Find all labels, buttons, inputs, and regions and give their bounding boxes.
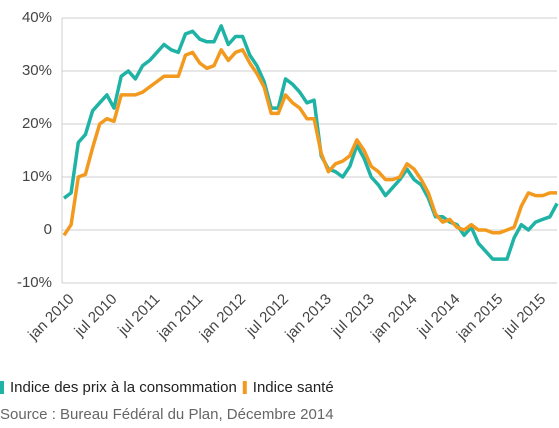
- x-tick-label: jan 2012: [196, 291, 249, 344]
- y-tick-label: 40%: [22, 9, 52, 26]
- y-tick-label: 10%: [22, 168, 52, 185]
- y-tick-label: 20%: [22, 115, 52, 132]
- x-tick-label: jul 2010: [71, 291, 121, 341]
- x-tick-label: jan 2011: [154, 291, 207, 344]
- x-tick-label: jan 2014: [367, 291, 420, 344]
- y-tick-label: 30%: [22, 62, 52, 79]
- x-tick-label: jul 2015: [499, 291, 549, 341]
- y-tick-label: -10%: [17, 274, 52, 291]
- y-tick-label: 0: [44, 221, 52, 238]
- legend-label: Indice des prix à la consommation: [10, 379, 237, 396]
- legend-label: Indice santé: [253, 379, 334, 396]
- x-tick-label: jan 2015: [453, 291, 506, 344]
- x-tick-label: jan 2013: [281, 291, 334, 344]
- legend-marker: [0, 381, 4, 394]
- line: [62, 48, 557, 237]
- x-tick-label: jan 2010: [24, 291, 77, 344]
- source: Source : Bureau Fédéral du Plan, Décembr…: [0, 406, 334, 423]
- legend-marker: [242, 381, 247, 394]
- line: [62, 24, 559, 261]
